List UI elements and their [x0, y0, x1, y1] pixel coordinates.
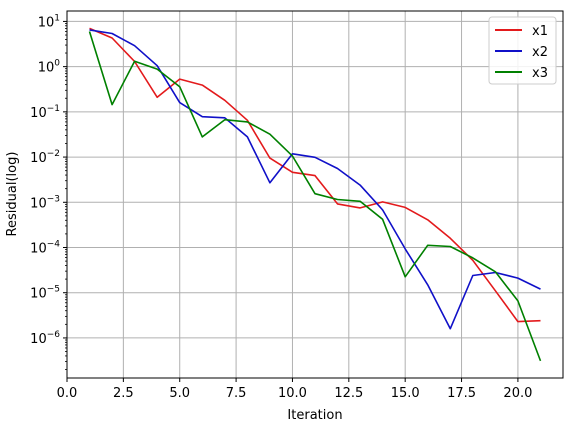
legend-label-x1: x1: [532, 24, 548, 39]
y-tick-label: 10−1: [30, 104, 60, 121]
x-tick-label: 10.0: [278, 386, 307, 401]
y-tick-label: 10−3: [30, 194, 60, 211]
x-tick-label: 5.0: [169, 386, 190, 401]
series-lines: [88, 27, 542, 362]
series-line-x3: [88, 31, 542, 362]
x-tick-label: 2.5: [113, 386, 134, 401]
legend-box: [488, 16, 557, 85]
plot-frame: [66, 10, 564, 379]
y-axis-label: Residual(log): [5, 152, 20, 237]
legend-label-x3: x3: [532, 66, 548, 81]
x-tick-label: 12.5: [334, 386, 363, 401]
x-tick-label: 0.0: [57, 386, 78, 401]
x-tick-label: 7.5: [226, 386, 247, 401]
series-line-x2: [89, 29, 541, 330]
x-tick-label: 17.5: [447, 386, 476, 401]
x-tick-label: 20.0: [503, 386, 532, 401]
y-tick-label: 100: [38, 59, 61, 76]
x-axis-label: Iteration: [287, 408, 342, 423]
legend: x1 x2 x3: [488, 16, 557, 85]
legend-label-x2: x2: [532, 45, 548, 60]
tick-labels: 0.0 2.5 5.0 7.5 10.0 12.5 15.0 17.5 20.0 101 100 10…: [30, 13, 532, 401]
axis-ticks: [63, 20, 519, 382]
y-tick-label: 10−4: [30, 240, 60, 257]
y-tick-label: 10−6: [30, 330, 60, 347]
x-tick-label: 15.0: [391, 386, 420, 401]
y-tick-label: 101: [38, 13, 60, 30]
y-tick-label: 10−2: [30, 149, 60, 166]
series-line-x1: [89, 27, 541, 323]
y-tick-label: 10−5: [30, 285, 60, 302]
